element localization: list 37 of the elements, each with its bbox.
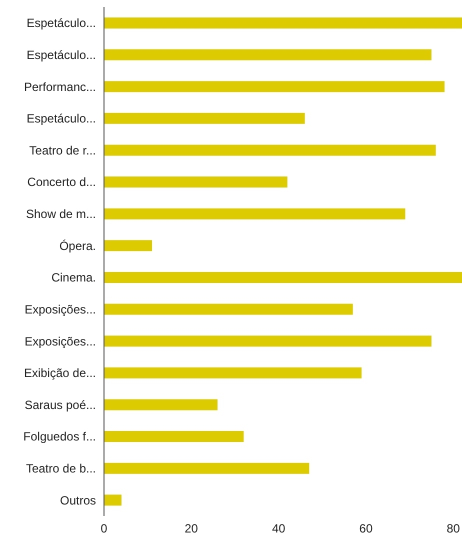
bar: [104, 208, 406, 220]
bar: [104, 272, 462, 283]
y-tick-label: Outros: [60, 493, 96, 508]
bar: [104, 176, 288, 188]
y-tick-label: Teatro de r...: [29, 143, 96, 158]
y-tick-label: Folguedos f...: [23, 430, 96, 444]
bar: [104, 336, 432, 347]
y-tick-label: Espetáculo...: [26, 48, 96, 62]
x-tick-label: 20: [184, 522, 198, 536]
bar: [104, 462, 310, 474]
y-tick-label: Performanc...: [24, 80, 96, 94]
y-tick-label: Espetáculo...: [26, 112, 96, 126]
bar: [104, 304, 353, 315]
bar: [104, 49, 432, 60]
bar: [104, 367, 362, 378]
bar: [104, 112, 305, 124]
bar: [104, 240, 152, 252]
bar: [104, 144, 436, 156]
bar: [104, 18, 462, 28]
y-tick-label: Saraus poé...: [24, 398, 96, 412]
x-tick-label: 80: [446, 522, 460, 536]
bar: [104, 399, 218, 410]
bar: [104, 431, 244, 442]
y-tick-label: Concerto d...: [27, 175, 96, 190]
y-tick-label: Teatro de b...: [26, 462, 96, 476]
y-tick-label: Espetáculo...: [26, 16, 96, 30]
bar: [104, 494, 122, 506]
y-tick-label: Cinema.: [51, 270, 96, 285]
x-tick-label: 0: [100, 522, 108, 536]
y-tick-label: Exibição de...: [24, 366, 96, 380]
y-tick-label: Exposições...: [24, 302, 96, 316]
x-tick-label: 60: [359, 522, 373, 536]
y-tick-label: Show de m...: [26, 207, 96, 222]
x-tick-label: 40: [272, 522, 286, 536]
y-tick-label: Exposições...: [24, 334, 96, 348]
bar: [104, 81, 445, 92]
y-tick-label: Ópera.: [59, 238, 96, 253]
